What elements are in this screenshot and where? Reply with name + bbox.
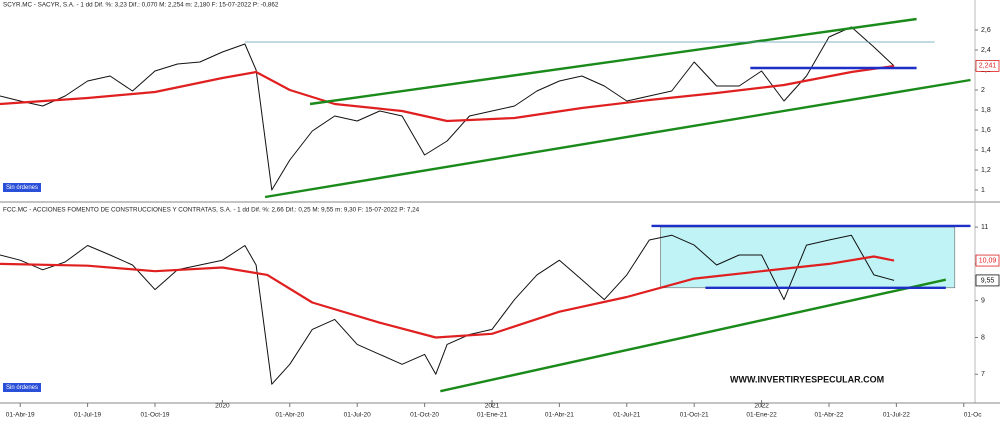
price-label-box bbox=[975, 254, 1000, 267]
price-line bbox=[0, 255, 895, 339]
y-tick-label: 2,6 bbox=[981, 27, 991, 34]
trend-line bbox=[440, 278, 947, 393]
y-tick-label: 7 bbox=[981, 371, 985, 378]
y-tick-label: 1,2 bbox=[981, 167, 991, 174]
year-label: 2021 bbox=[485, 403, 500, 410]
x-tick-label: 01-Jul-19 bbox=[74, 412, 101, 419]
status-label: Sin órdenes bbox=[6, 385, 38, 391]
panel-header: FCC.MC - ACCIONES FOMENTO DE CONSTRUCCIO… bbox=[3, 207, 420, 214]
x-tick-label: 01-Jul-20 bbox=[344, 412, 371, 419]
x-tick-label: 01-Jul-21 bbox=[613, 412, 640, 419]
year-label: 2020 bbox=[215, 403, 230, 410]
y-tick-label: 2,4 bbox=[981, 47, 991, 54]
y-tick-label: 8 bbox=[981, 334, 985, 341]
status-label: Sin órdenes bbox=[6, 185, 38, 191]
x-tick-label: 01-Jul-22 bbox=[883, 412, 910, 419]
panel-header: SCYR.MC - SACYR, S.A. - 1 dd Dif. %: 3,2… bbox=[3, 2, 279, 9]
x-tick-label: 01-Ene-21 bbox=[477, 412, 508, 419]
x-tick-label: 01-Abr-21 bbox=[545, 412, 574, 419]
price-label: 2,241 bbox=[979, 63, 997, 70]
price-label-box bbox=[975, 274, 1000, 287]
y-tick-label: 1,4 bbox=[981, 147, 991, 154]
y-tick-label: 1,8 bbox=[981, 107, 991, 114]
trend-line bbox=[309, 17, 917, 106]
x-tick-label: 01-Ene-22 bbox=[746, 412, 777, 419]
price-label: 9,55 bbox=[981, 277, 995, 284]
watermark: WWW.INVERTIRYESPECULAR.COM bbox=[730, 374, 884, 384]
x-tick-label: 01-Abr-22 bbox=[815, 412, 844, 419]
price-label-box bbox=[975, 60, 1000, 72]
y-tick-label: 11 bbox=[981, 224, 988, 231]
x-tick-label: 01-Oct-19 bbox=[141, 412, 170, 419]
price-line bbox=[0, 64, 895, 123]
x-tick-label: 01-Abr-20 bbox=[275, 412, 304, 419]
price-line bbox=[0, 26, 895, 191]
y-tick-label: 2 bbox=[981, 87, 985, 94]
x-tick-label: 01-Oct-20 bbox=[410, 412, 439, 419]
status-box bbox=[3, 383, 41, 392]
price-line bbox=[0, 234, 895, 385]
x-tick-label: 01-Oct-21 bbox=[680, 412, 709, 419]
y-tick-label: 9 bbox=[981, 298, 985, 305]
channel-box bbox=[660, 226, 956, 289]
y-tick-label: 1,6 bbox=[981, 127, 991, 134]
price-label: 10,09 bbox=[979, 257, 997, 264]
status-box bbox=[3, 183, 41, 192]
x-tick-label: 01-Oc bbox=[964, 412, 982, 419]
trend-line bbox=[264, 78, 971, 199]
x-tick-label: 01-Abr-19 bbox=[6, 412, 35, 419]
y-tick-label: 1 bbox=[981, 187, 985, 194]
year-label: 2022 bbox=[754, 403, 769, 410]
